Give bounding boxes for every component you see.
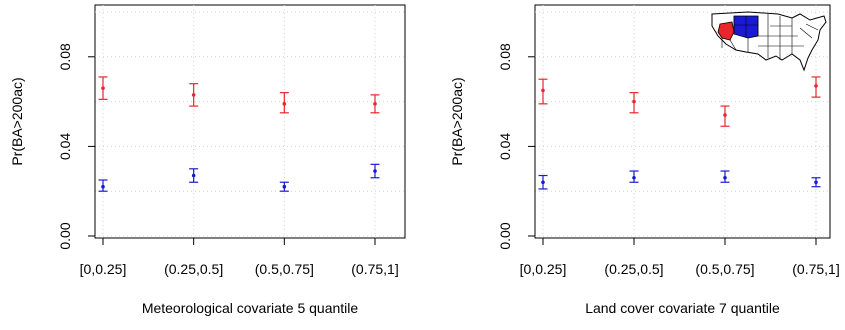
data-point — [373, 102, 377, 106]
x-tick-label: (0.5,0.75] — [695, 261, 754, 277]
data-point — [541, 180, 545, 185]
y-axis-title: Pr(BA>200ac) — [9, 77, 25, 165]
data-point — [191, 93, 196, 97]
data-point — [632, 175, 636, 180]
y-tick-label: 0.04 — [57, 133, 73, 160]
y-tick-label: 0.04 — [497, 133, 513, 160]
y-tick-label: 0.00 — [497, 222, 513, 249]
data-point — [282, 102, 287, 106]
us-map-state-border — [799, 27, 813, 39]
data-point — [101, 184, 105, 189]
data-point — [814, 84, 818, 88]
data-point — [723, 113, 727, 117]
plot-frame — [94, 4, 406, 239]
data-point — [632, 99, 636, 104]
us-map-state-border — [729, 39, 737, 51]
x-tick-label: (0.25,0.5] — [164, 261, 223, 277]
x-tick-label: (0.75,1] — [792, 261, 839, 277]
us-map-outline — [711, 11, 827, 72]
data-point — [723, 175, 727, 180]
data-point — [191, 173, 196, 178]
y-tick-label: 0.00 — [57, 222, 73, 249]
data-point — [101, 86, 105, 90]
us-map-state-border — [805, 23, 819, 31]
x-tick-label: (0.25,0.5] — [604, 261, 663, 277]
x-tick-label: (0.75,1] — [351, 261, 398, 277]
y-axis-title: Pr(BA>200ac) — [449, 77, 465, 165]
y-tick-label: 0.08 — [57, 43, 73, 70]
x-axis-title: Land cover covariate 7 quantile — [585, 300, 780, 316]
us-map-region-west — [717, 21, 735, 41]
x-tick-label: [0,0.25] — [80, 261, 127, 277]
data-point — [541, 88, 545, 93]
chart-panel-2: [0,0.25] (0.25,0.5] (0.5,0.75] (0.75,1] 0.00… — [449, 4, 840, 316]
data-point — [282, 184, 287, 189]
x-tick-label: (0.5,0.75] — [255, 261, 314, 277]
y-tick-label: 0.08 — [497, 43, 513, 70]
chart-panel-1: [0,0.25] (0.25,0.5] (0.5,0.75] (0.75,1] 0.00… — [9, 4, 406, 316]
data-point — [373, 169, 377, 173]
x-tick-label: [0,0.25] — [520, 261, 567, 277]
x-axis-title: Meteorological covariate 5 quantile — [142, 300, 359, 316]
data-point — [814, 180, 818, 185]
us-map-inset — [711, 11, 827, 72]
